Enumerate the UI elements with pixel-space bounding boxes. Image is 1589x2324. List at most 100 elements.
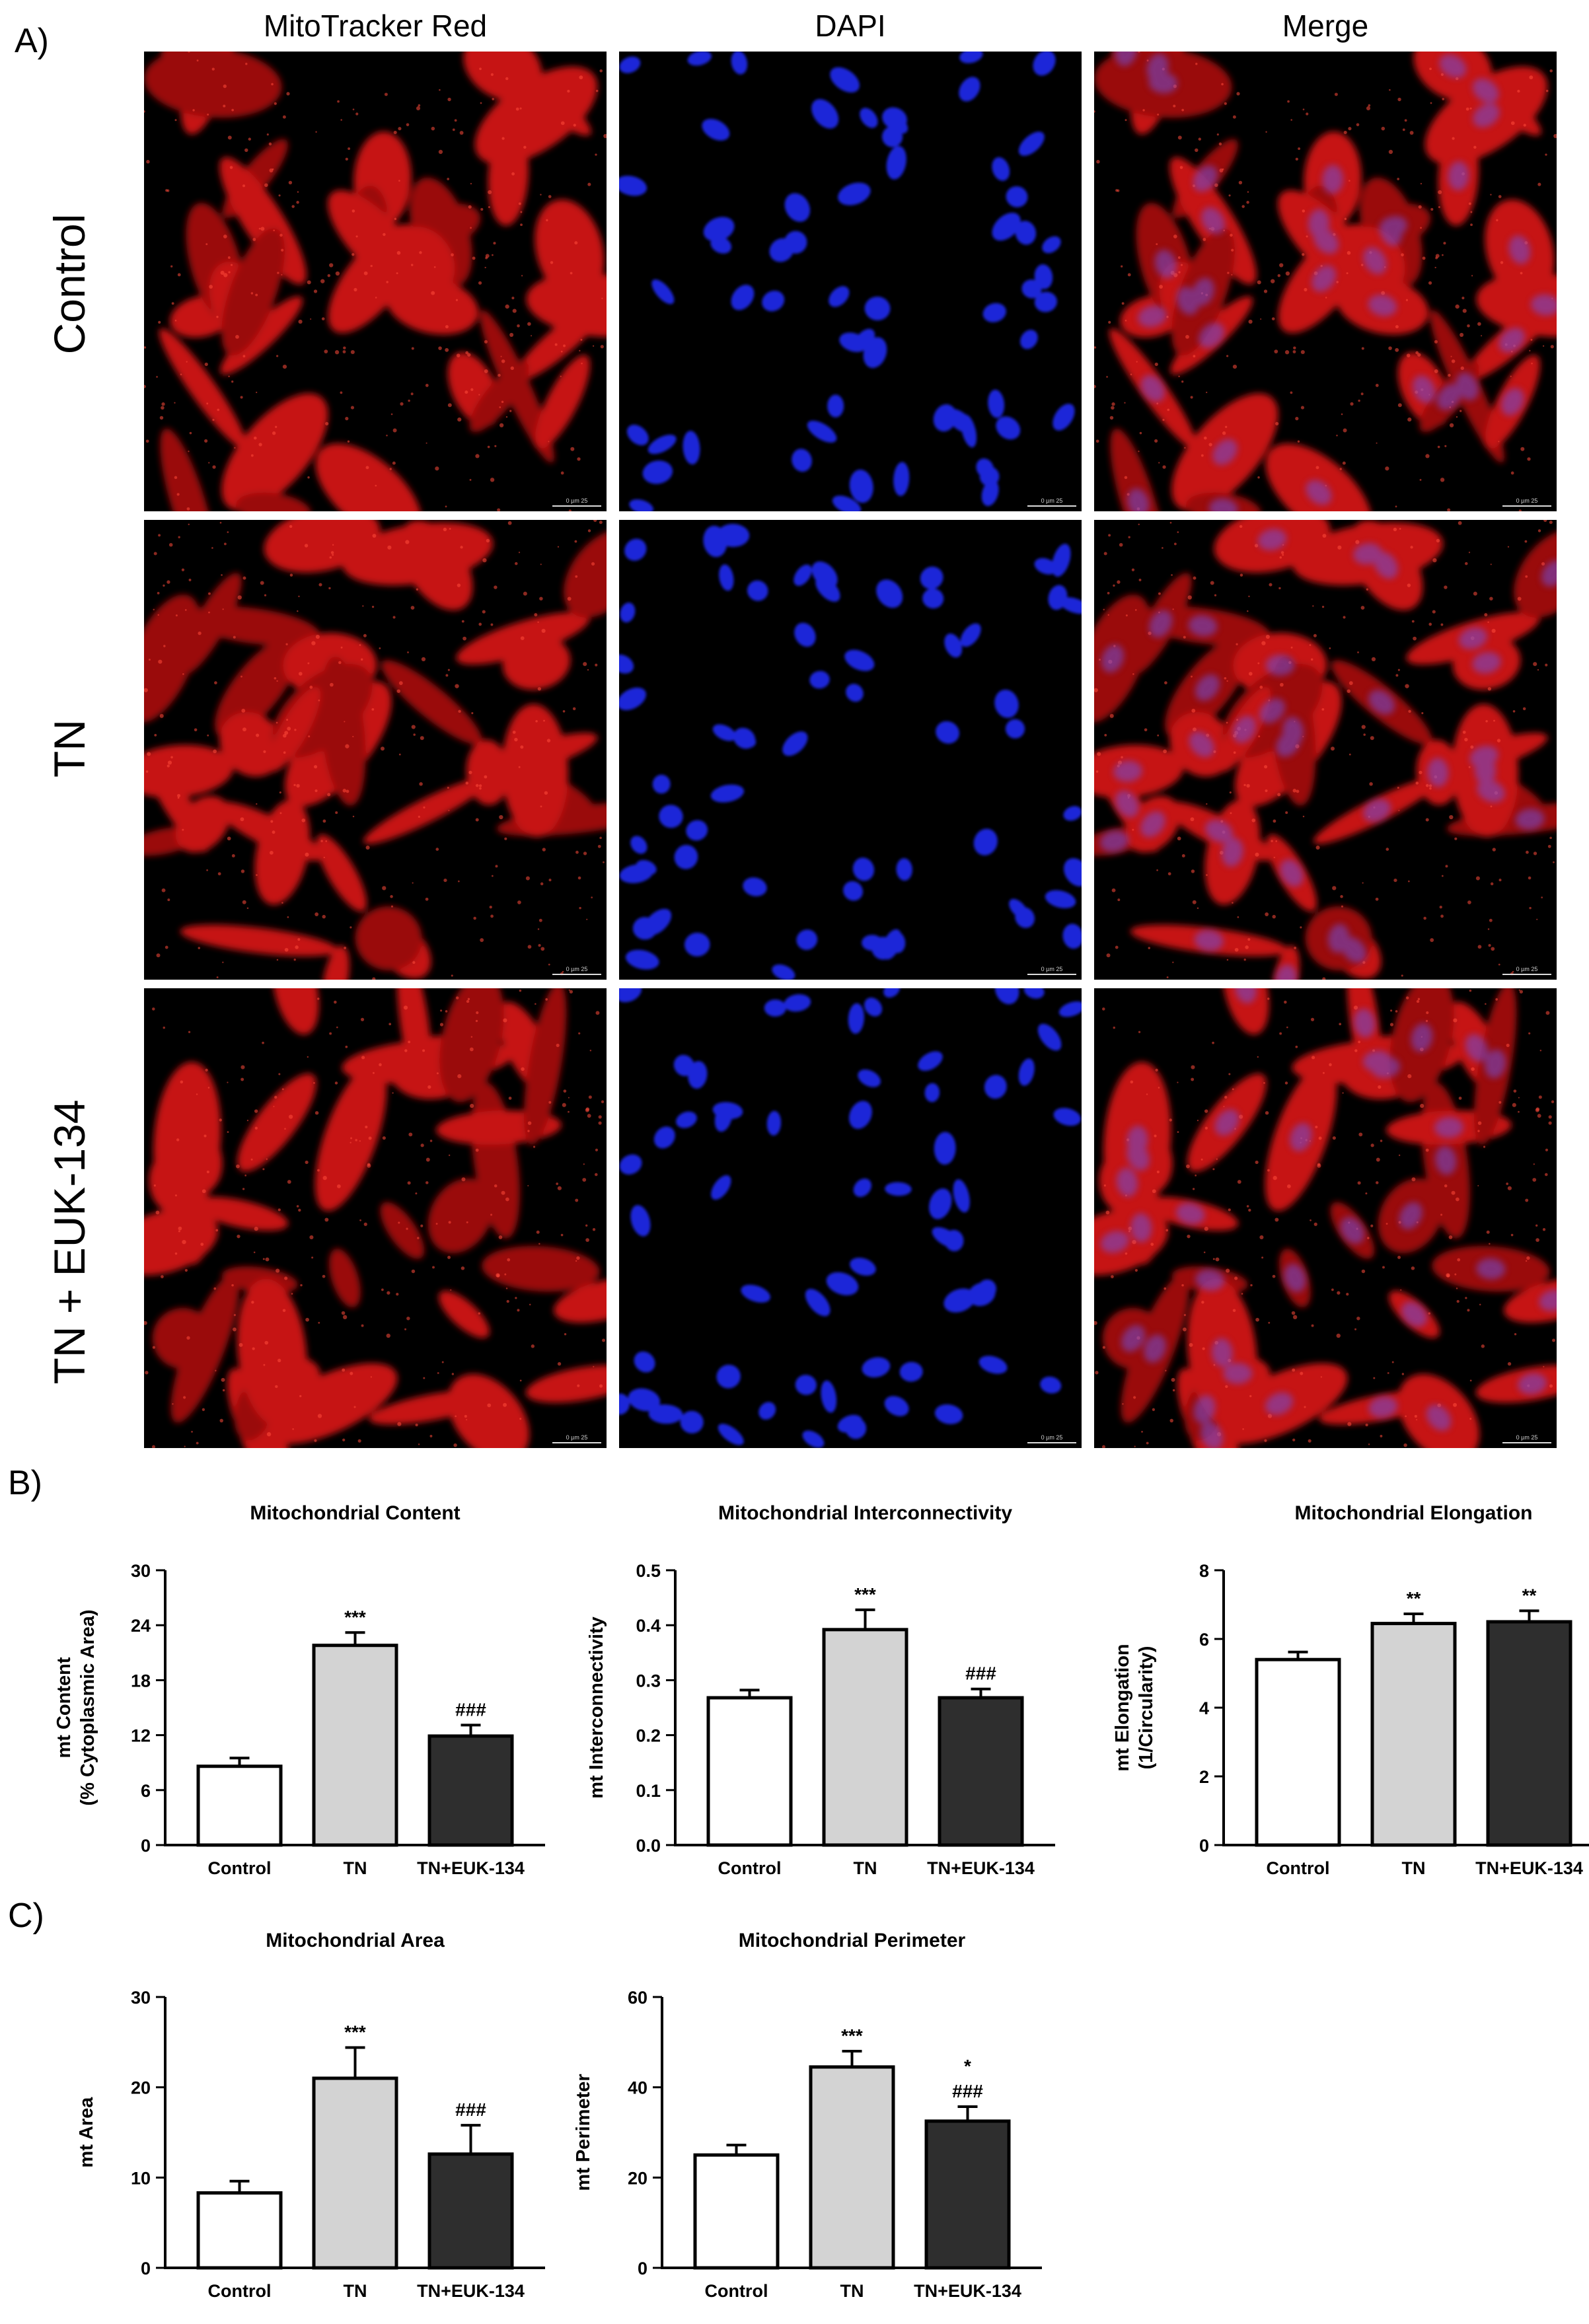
y-axis-label: mt Area bbox=[76, 2097, 97, 2168]
x-tick-label: TN+EUK-134 bbox=[1475, 1858, 1583, 1878]
x-tick-label: Control bbox=[208, 1858, 272, 1878]
x-tick-label: Control bbox=[705, 2281, 768, 2301]
bar bbox=[312, 1644, 398, 1847]
bar bbox=[693, 2153, 780, 2270]
y-tick-label: 12 bbox=[131, 1726, 151, 1746]
y-axis-label: (1/Circularity) bbox=[1136, 1646, 1157, 1770]
bar bbox=[1486, 1620, 1572, 1847]
chart-3: Mitochondrial Area 0 10 20 30 mt Area Control T… bbox=[76, 1930, 545, 2301]
scale-bar-label: 0 µm 25 bbox=[566, 1434, 588, 1441]
scale-bar-label: 0 µm 25 bbox=[1516, 497, 1538, 504]
y-tick-label: 20 bbox=[131, 2078, 151, 2098]
chart-1: Mitochondrial Interconnectivity 0.0 0.1 0.2… bbox=[586, 1502, 1055, 1878]
column-header-mitotracker: MitoTracker Red bbox=[263, 9, 488, 43]
y-tick-label: 0.4 bbox=[636, 1616, 661, 1636]
scale-bar: 0 µm 25 bbox=[1502, 966, 1551, 976]
x-tick-label: TN+EUK-134 bbox=[417, 1858, 525, 1878]
y-axis-label: mt Content bbox=[54, 1657, 75, 1758]
significance-label: ** bbox=[1522, 1585, 1537, 1605]
significance-label: ### bbox=[455, 1699, 486, 1720]
y-axis-label: mt Perimeter bbox=[573, 2074, 594, 2191]
bar bbox=[427, 1734, 514, 1847]
y-tick-label: 0 bbox=[1199, 1836, 1209, 1856]
x-tick-label: TN bbox=[344, 1858, 367, 1878]
chart-2: Mitochondrial Elongation 0 2 4 6 8 mt Elongati… bbox=[1112, 1502, 1589, 1878]
chart-4: Mitochondrial Perimeter 0 20 40 60 mt Perimet… bbox=[573, 1930, 1042, 2301]
significance-label: *** bbox=[344, 1607, 366, 1627]
bar bbox=[1255, 1657, 1341, 1847]
significance-label: *** bbox=[841, 2025, 863, 2046]
scale-bar: 0 µm 25 bbox=[552, 966, 601, 976]
panel-c-label: C) bbox=[8, 1897, 44, 1935]
bar bbox=[809, 2065, 895, 2270]
chart-0: Mitochondrial Content 0 6 12 18 24 30 mt Conten… bbox=[54, 1502, 545, 1878]
y-tick-label: 24 bbox=[131, 1616, 151, 1636]
y-tick-label: 0.2 bbox=[636, 1726, 661, 1746]
y-tick-label: 0.1 bbox=[636, 1781, 661, 1801]
x-tick-label: TN bbox=[1402, 1858, 1426, 1878]
bar bbox=[706, 1696, 793, 1847]
significance-label: ### bbox=[965, 1663, 996, 1684]
scale-bar: 0 µm 25 bbox=[552, 498, 601, 507]
x-tick-label: TN+EUK-134 bbox=[417, 2281, 525, 2301]
scale-bar-label: 0 µm 25 bbox=[1041, 497, 1063, 504]
bar bbox=[924, 2119, 1011, 2270]
y-tick-label: 40 bbox=[628, 2078, 647, 2098]
x-tick-label: TN bbox=[344, 2281, 367, 2301]
significance-label: ### bbox=[952, 2081, 983, 2101]
column-header-dapi: DAPI bbox=[815, 9, 886, 43]
scale-bar: 0 µm 25 bbox=[1027, 498, 1076, 507]
bar bbox=[196, 2191, 283, 2270]
scale-bar-label: 0 µm 25 bbox=[1041, 1434, 1063, 1441]
scale-bar-label: 0 µm 25 bbox=[566, 966, 588, 972]
scale-bar-label: 0 µm 25 bbox=[566, 497, 588, 504]
chart-title: Mitochondrial Content bbox=[250, 1502, 460, 1524]
y-tick-label: 2 bbox=[1199, 1767, 1209, 1787]
image-tn-euk-merge: 0 µm 25 bbox=[1094, 988, 1557, 1448]
scale-bar-label: 0 µm 25 bbox=[1041, 966, 1063, 972]
y-axis-label: (% Cytoplasmic Area) bbox=[77, 1609, 98, 1805]
image-control-merge: 0 µm 25 bbox=[1094, 52, 1557, 511]
y-tick-label: 0 bbox=[141, 2259, 151, 2278]
image-tn-euk-mitotracker: 0 µm 25 bbox=[144, 988, 607, 1448]
scale-bar: 0 µm 25 bbox=[1502, 498, 1551, 507]
scale-bar: 0 µm 25 bbox=[1027, 1435, 1076, 1444]
scale-bar: 0 µm 25 bbox=[1027, 966, 1076, 976]
bar bbox=[196, 1764, 283, 1847]
significance-label: *** bbox=[344, 2022, 366, 2043]
y-tick-label: 0.0 bbox=[636, 1836, 661, 1856]
x-tick-label: TN bbox=[854, 1858, 877, 1878]
image-tn-euk-dapi: 0 µm 25 bbox=[619, 988, 1082, 1448]
y-tick-label: 20 bbox=[628, 2168, 647, 2188]
y-tick-label: 6 bbox=[141, 1781, 151, 1801]
y-tick-label: 0.3 bbox=[636, 1671, 661, 1690]
significance-label: ** bbox=[1407, 1588, 1421, 1609]
bar bbox=[427, 2152, 514, 2270]
bar bbox=[312, 2076, 398, 2270]
chart-title: Mitochondrial Perimeter bbox=[739, 1930, 966, 1951]
bar bbox=[1370, 1622, 1457, 1847]
bar bbox=[938, 1696, 1024, 1847]
x-tick-label: Control bbox=[718, 1858, 782, 1878]
y-axis-label: mt Interconnectivity bbox=[586, 1616, 607, 1799]
y-tick-label: 18 bbox=[131, 1671, 151, 1690]
y-tick-label: 60 bbox=[628, 1988, 647, 2008]
scale-bar-label: 0 µm 25 bbox=[1516, 966, 1538, 972]
x-tick-label: TN+EUK-134 bbox=[914, 2281, 1021, 2301]
panel-b-label: B) bbox=[8, 1464, 42, 1502]
x-tick-label: TN bbox=[840, 2281, 864, 2301]
image-tn-merge: 0 µm 25 bbox=[1094, 520, 1557, 980]
x-tick-label: Control bbox=[208, 2281, 272, 2301]
chart-title: Mitochondrial Area bbox=[266, 1930, 445, 1951]
column-header-merge: Merge bbox=[1282, 9, 1369, 43]
scale-bar-label: 0 µm 25 bbox=[1516, 1434, 1538, 1441]
y-tick-label: 10 bbox=[131, 2168, 151, 2188]
significance-label: ### bbox=[455, 2099, 486, 2120]
scale-bar: 0 µm 25 bbox=[1502, 1435, 1551, 1444]
significance-label: * bbox=[964, 2056, 971, 2076]
y-tick-label: 8 bbox=[1199, 1561, 1209, 1581]
x-tick-label: Control bbox=[1267, 1858, 1330, 1878]
y-tick-label: 30 bbox=[131, 1561, 151, 1581]
y-tick-label: 0 bbox=[141, 1836, 151, 1856]
